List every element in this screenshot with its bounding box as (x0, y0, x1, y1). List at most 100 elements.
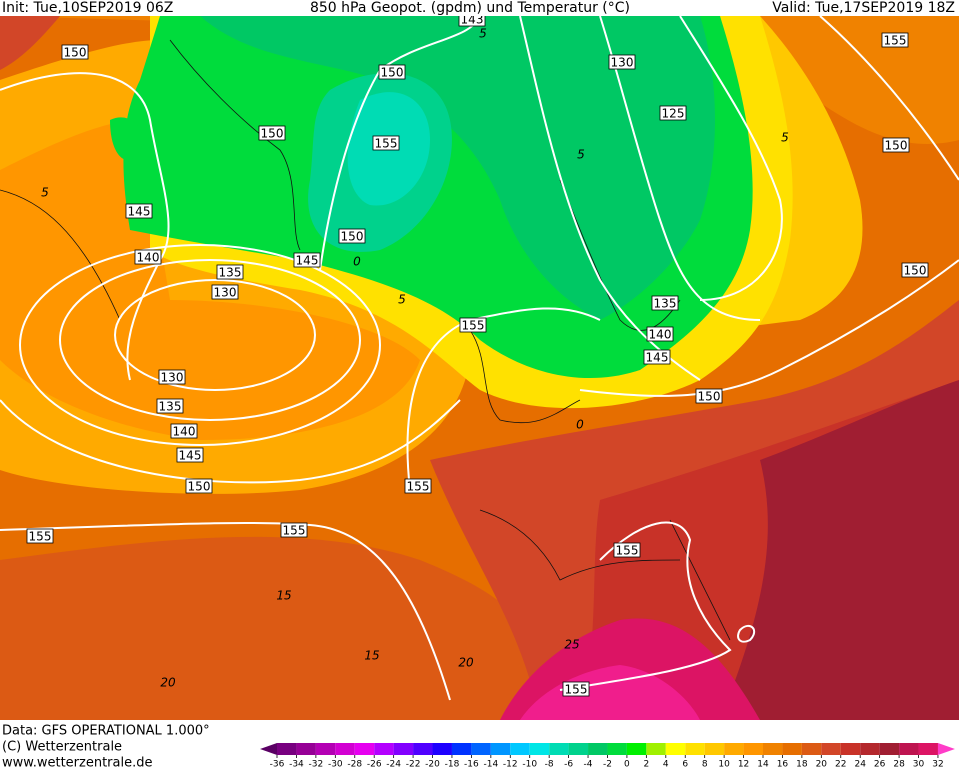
geopotential-label: 155 (462, 319, 485, 333)
contour-label-box (613, 542, 641, 558)
contour-label-box (280, 522, 308, 538)
coastlines (0, 39, 731, 641)
contour-label-box (881, 32, 909, 48)
colorbar-swatch (879, 743, 900, 755)
contour-label-box (158, 369, 186, 385)
colorbar-swatch (432, 743, 452, 755)
colorbar-tick-label: -30 (328, 760, 343, 770)
temperature-label: 5 (577, 148, 585, 162)
colorbar-swatch (374, 743, 394, 755)
colorbar-swatch (665, 743, 686, 755)
geopotential-label: 145 (296, 254, 319, 268)
contour-label-box (293, 252, 321, 268)
temperature-label: 25 (564, 638, 579, 652)
temperature-label: 0 (353, 255, 361, 269)
temperature-field (0, 16, 959, 720)
geopotential-label: 155 (375, 137, 398, 151)
contour-label-box (404, 478, 432, 494)
colorbar-tick-label: 16 (777, 760, 789, 770)
geopotential-label: 130 (161, 371, 184, 385)
colorbar-swatch (704, 743, 725, 755)
colorbar-tick-label: -8 (545, 760, 554, 770)
geopotential-label: 150 (188, 480, 211, 494)
contour-label-box (125, 203, 153, 219)
colorbar-swatch (607, 743, 627, 755)
geopotential-label: 155 (884, 34, 907, 48)
geopotential-label: 135 (654, 297, 677, 311)
geopotential-label: 135 (159, 400, 182, 414)
contour-label-box (695, 388, 723, 404)
colorbar-swatch (626, 743, 647, 755)
colorbar-swatch (549, 743, 569, 755)
geopotential-label: 140 (649, 328, 672, 342)
colorbar-tick-label: -36 (270, 760, 285, 770)
contour-label-box (211, 284, 239, 300)
colorbar-tick-label: 28 (893, 760, 905, 770)
geopotential-label: 150 (381, 66, 404, 80)
website: www.wetterzentrale.de (2, 756, 152, 770)
colorbar-tick-label: 0 (624, 760, 630, 770)
colorbar-swatch (782, 743, 802, 755)
colorbar-swatch (646, 743, 666, 755)
colorbar-tick-label: 6 (682, 760, 688, 770)
header-band (0, 0, 959, 16)
colorbar-tick-label: -22 (406, 760, 421, 770)
colorbar-tick-label: -32 (309, 760, 324, 770)
contour-label-box (26, 528, 54, 544)
geopotential-label: 145 (128, 205, 151, 219)
contour-label-box (156, 398, 184, 414)
colorbar-tick-label: 24 (854, 760, 866, 770)
colorbar-swatch (840, 743, 861, 755)
geopotential-label: 150 (885, 139, 908, 153)
contour-label-box (338, 228, 366, 244)
colorbar-tick-label: -2 (603, 760, 612, 770)
geopotential-label: 145 (646, 351, 669, 365)
colorbar-tick-label: 14 (757, 760, 769, 770)
colorbar-tick-label: 2 (643, 760, 649, 770)
temperature-label: 0 (576, 418, 584, 432)
geopotential-label: 140 (173, 425, 196, 439)
colorbar-swatch (451, 743, 472, 755)
colorbar-swatch (277, 743, 297, 755)
contour-label-box (901, 262, 929, 278)
colorbar-tick-label: -4 (584, 760, 593, 770)
contour-label-box (176, 447, 204, 463)
colorbar-tick-label: 12 (738, 760, 749, 770)
map-title: 850 hPa Geopot. (gpdm) und Temperatur (°… (310, 0, 630, 16)
contour-label-box (608, 54, 636, 70)
contour-label-box (258, 125, 286, 141)
contour-label-box (170, 423, 198, 439)
colorbar-swatch (899, 743, 919, 755)
contour-label-box (61, 44, 89, 60)
contour-label-box (646, 326, 674, 342)
colorbar-swatch (490, 743, 511, 755)
colorbar-swatch (801, 743, 822, 755)
valid-time: Valid: Tue,17SEP2019 18Z (772, 0, 955, 16)
colorbar-tick-label: 22 (835, 760, 846, 770)
colorbar-end (260, 743, 277, 755)
colorbar-swatch (529, 743, 550, 755)
contour-label-box (562, 681, 590, 697)
colorbar-tick-label: 30 (913, 760, 925, 770)
colorbar-tick-label: -26 (367, 760, 382, 770)
colorbar-tick-label: -28 (347, 760, 362, 770)
colorbar-swatch (588, 743, 608, 755)
contour-label-box (651, 295, 679, 311)
colorbar-swatch (918, 743, 938, 755)
temperature-label: 5 (479, 27, 487, 41)
colorbar-swatch (568, 743, 589, 755)
geopotential-label: 155 (407, 480, 430, 494)
init-time: Init: Tue,10SEP2019 06Z (2, 0, 173, 16)
colorbar-swatch (743, 743, 763, 755)
contour-label-box (378, 64, 406, 80)
temperature-label: 20 (160, 676, 176, 690)
colorbar-swatch (471, 743, 491, 755)
contour-label-box (459, 317, 487, 333)
copyright: (C) Wetterzentrale (2, 740, 122, 755)
geopotential-label: 140 (137, 251, 160, 265)
geopotential-label: 150 (341, 230, 364, 244)
contour-label-box (185, 478, 213, 494)
colorbar-tick-label: -18 (445, 760, 460, 770)
